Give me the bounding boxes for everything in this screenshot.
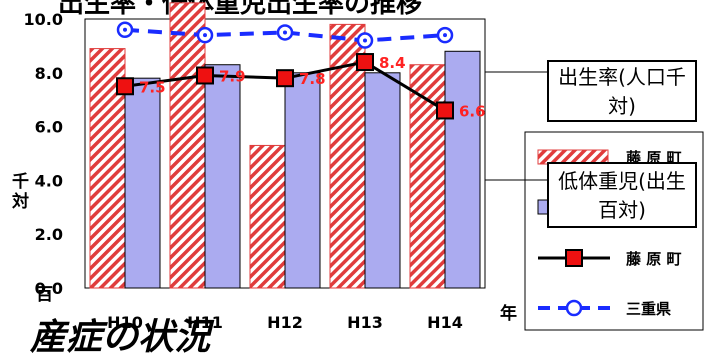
y-tick-label: 10.0	[24, 10, 63, 29]
point-mie-dot-H12	[283, 30, 287, 35]
x-tick-label: H11	[187, 313, 223, 332]
data-label-H12: 7.8	[299, 70, 326, 88]
x-tick-label: H10	[107, 313, 143, 332]
point-fujiwara-H13	[356, 53, 374, 72]
x-tick-label: H14	[427, 313, 463, 332]
callout-birth-rate: 出生率(人口千対)	[547, 60, 697, 122]
bar-H12-blue	[284, 72, 321, 289]
bar-H11-blue	[204, 64, 241, 289]
x-tick-label: H13	[347, 313, 383, 332]
point-fujiwara-H10	[116, 77, 134, 96]
chart-title: 出生率・低体重児出生率の推移	[58, 0, 422, 19]
plot-area: 7.5 7.9 7.8 8.4 6.6	[84, 2, 486, 289]
overlay-heading-text: 産症の状況	[30, 317, 211, 358]
y-axis-sub-label: 百	[36, 285, 53, 305]
point-mie-dot-H14	[443, 33, 447, 38]
y-tick-label: 8.0	[35, 64, 63, 83]
data-label-H11: 7.9	[219, 67, 246, 85]
data-label-H13: 8.4	[379, 54, 406, 72]
bar-H11-hatch	[169, 2, 206, 289]
point-fujiwara-H12	[276, 69, 294, 88]
callout-low-birth-weight: 低体重児(出生百対)	[547, 162, 697, 228]
point-fujiwara-H11	[196, 66, 214, 85]
y-axis-labels: 0.0 2.0 4.0 6.0 8.0 10.0	[24, 10, 63, 298]
bar-H10-blue	[124, 77, 161, 289]
legend-label: 藤 原 町	[626, 250, 681, 268]
legend-label: 三重県	[626, 300, 671, 318]
point-fujiwara-H14	[436, 101, 454, 120]
bar-H12-hatch	[249, 144, 286, 289]
x-tick-label: H12	[267, 313, 303, 332]
x-axis-labels: H10 H11 H12 H13 H14	[107, 313, 463, 332]
data-label-H14: 6.6	[459, 102, 486, 120]
data-label-H10: 7.5	[139, 78, 166, 96]
point-mie-dot-H11	[203, 33, 207, 38]
line-mie-dashed	[124, 27, 446, 43]
y-tick-label: 0.0	[35, 279, 63, 298]
legend-symbol-square	[565, 249, 583, 267]
bar-H13-blue	[364, 72, 401, 289]
y-axis-label: 千対	[12, 172, 29, 212]
x-axis-label: 年	[500, 304, 517, 324]
legend-symbol-circle	[565, 299, 583, 317]
y-tick-label: 4.0	[35, 171, 63, 190]
point-mie-dot-H13	[363, 38, 367, 43]
bar-H14-blue	[444, 50, 481, 289]
point-mie-dot-H10	[123, 27, 127, 32]
y-tick-label: 2.0	[35, 225, 63, 244]
y-tick-label: 6.0	[35, 118, 63, 137]
